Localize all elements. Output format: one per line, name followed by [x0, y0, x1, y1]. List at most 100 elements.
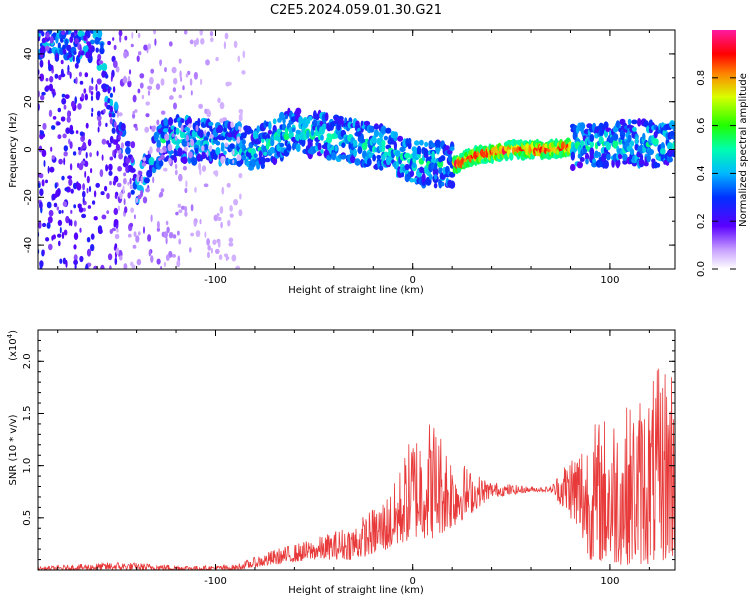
spectrogram-cell	[341, 142, 346, 149]
spectrogram-cell	[117, 205, 120, 211]
spectrogram-cell	[127, 75, 131, 82]
x-tick-label: 0	[410, 576, 416, 587]
spectrogram-cell	[139, 82, 144, 89]
spectrogram-cell	[201, 145, 205, 152]
spectrogram-cell	[183, 146, 188, 152]
spectrogram-cell	[509, 152, 514, 161]
spectrogram-cell	[666, 157, 674, 163]
spectrogram-cell	[159, 59, 163, 65]
snr-y-multiplier-base: (x10	[8, 338, 19, 361]
spectrogram-cell	[334, 145, 338, 152]
spectrogram-cell	[160, 110, 166, 115]
spectrogram-cell	[197, 117, 201, 127]
colorbar-tick-label: 0.8	[696, 70, 707, 86]
spectrogram-cell	[130, 207, 135, 213]
spectrogram-cell	[350, 155, 356, 164]
spectrogram-cell	[184, 206, 188, 213]
spectrogram-cell	[241, 139, 246, 145]
spectrogram-cell	[57, 134, 62, 140]
spectrogram-cell	[171, 133, 175, 138]
spectrogram-cell	[295, 107, 302, 116]
spectrogram-cell	[224, 32, 229, 40]
spectrogram-cell	[113, 207, 119, 216]
spectrogram-cell	[320, 149, 324, 154]
spectrogram-cell	[175, 127, 180, 135]
y-tick-label: 1.0	[22, 458, 33, 474]
spectrogram-cell	[659, 148, 666, 155]
spectrogram-cell	[171, 66, 177, 74]
snr-y-ticks: 0.5 1.0 1.5 2.0	[22, 339, 675, 561]
spectrogram-cell	[78, 207, 84, 213]
spectrogram-cell	[128, 69, 132, 75]
spectrogram-cell	[168, 41, 173, 47]
spectrogram-cell	[81, 160, 86, 165]
spectrogram-cell	[74, 37, 79, 45]
spectrogram-cell	[448, 171, 456, 178]
spectrogram-cell	[92, 200, 96, 205]
spectrogram-cell	[109, 117, 113, 125]
spectrogram-cell	[112, 86, 116, 93]
spectrogram-cell	[145, 101, 150, 106]
snr-x-label: Height of straight line (km)	[288, 585, 424, 596]
spectrogram-cell	[430, 142, 436, 148]
spectrogram-cell	[159, 148, 164, 154]
spectrogram-cell	[150, 255, 154, 263]
colorbar-tick-label: 0.6	[696, 118, 707, 134]
spectrogram-cell	[85, 151, 88, 159]
spectrogram-cell	[124, 206, 128, 214]
spectrogram-cell	[119, 130, 123, 136]
spectrogram-cell	[39, 201, 43, 209]
spectrogram-cell	[78, 51, 81, 58]
spectrogram-cell	[90, 91, 94, 96]
spectrogram-cell	[156, 258, 161, 265]
spectrogram-cell	[125, 157, 131, 165]
spectrogram-cell	[150, 214, 153, 223]
spectrogram-cell	[127, 233, 132, 238]
y-tick-label: 0.5	[22, 510, 33, 526]
spectrogram-cell	[62, 48, 67, 55]
snr-panel: -100 0 100 0.5 1.0 1.5 2.0 Height of straight…	[6, 329, 676, 596]
spectrogram-y-ticks: -40 -20 0 20 40	[23, 29, 675, 270]
spectrogram-cell	[91, 107, 94, 113]
spectrogram-cell	[41, 31, 45, 37]
spectrogram-cell	[228, 242, 234, 247]
spectrogram-cell	[631, 119, 638, 125]
spectrogram-cell	[51, 125, 56, 130]
spectrogram-cell	[57, 107, 62, 113]
spectrogram-cell	[199, 30, 203, 36]
spectrogram-cell	[63, 157, 66, 166]
spectrogram-cell	[106, 210, 110, 215]
spectrogram-cell	[149, 146, 153, 154]
spectrogram-cell	[68, 178, 73, 186]
spectrogram-cell	[75, 76, 78, 85]
spectrogram-cell	[201, 165, 207, 172]
y-tick-label: -40	[23, 237, 34, 253]
spectrogram-cell	[48, 243, 53, 251]
spectrogram-cell	[165, 220, 169, 226]
spectrogram-cell	[440, 181, 445, 187]
spectrogram-cell	[150, 68, 155, 74]
spectrogram-cell	[82, 197, 85, 203]
spectrogram-cell	[238, 209, 243, 217]
spectrogram-cell	[174, 169, 178, 176]
spectrogram-cell	[39, 59, 44, 68]
spectrogram-cell	[248, 129, 254, 134]
spectrogram-cell	[109, 92, 113, 98]
spectrogram-y-label: Frequency (Hz)	[8, 112, 19, 188]
spectrogram-cell	[91, 112, 93, 117]
spectrogram-cell	[235, 265, 241, 269]
spectrogram-cell	[354, 158, 361, 166]
spectrogram-cell	[132, 94, 137, 103]
spectrogram-cell	[156, 147, 161, 153]
spectrogram-cell	[409, 170, 414, 178]
spectrogram-cell	[627, 118, 632, 125]
spectrogram-cell	[404, 152, 411, 159]
spectrogram-cell	[123, 198, 126, 206]
spectrogram-cell	[44, 45, 50, 52]
spectrogram-cell	[90, 233, 95, 240]
spectrogram-cell	[56, 206, 59, 211]
spectrogram-cell	[180, 124, 184, 133]
spectrogram-cell	[207, 251, 210, 259]
spectrogram-cell	[63, 151, 68, 157]
